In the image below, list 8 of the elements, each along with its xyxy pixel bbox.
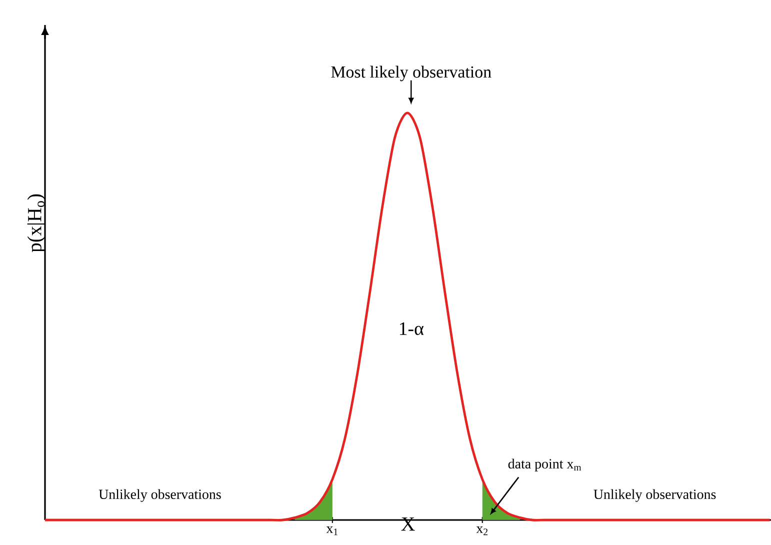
y-axis-title: p(x|H$_{o}$) bbox=[27, 194, 46, 252]
annotation: Unlikely observations bbox=[98, 489, 221, 502]
text: Most likely observation bbox=[331, 66, 492, 82]
annotation: Unlikely observations bbox=[594, 489, 716, 502]
x-tick-label: x$_{2}$ bbox=[476, 526, 488, 536]
annotation: data point x$_{m}$ bbox=[508, 458, 582, 472]
annotation: 1-α bbox=[400, 322, 424, 336]
x-tick-label: x$_{1}$ bbox=[326, 526, 338, 536]
